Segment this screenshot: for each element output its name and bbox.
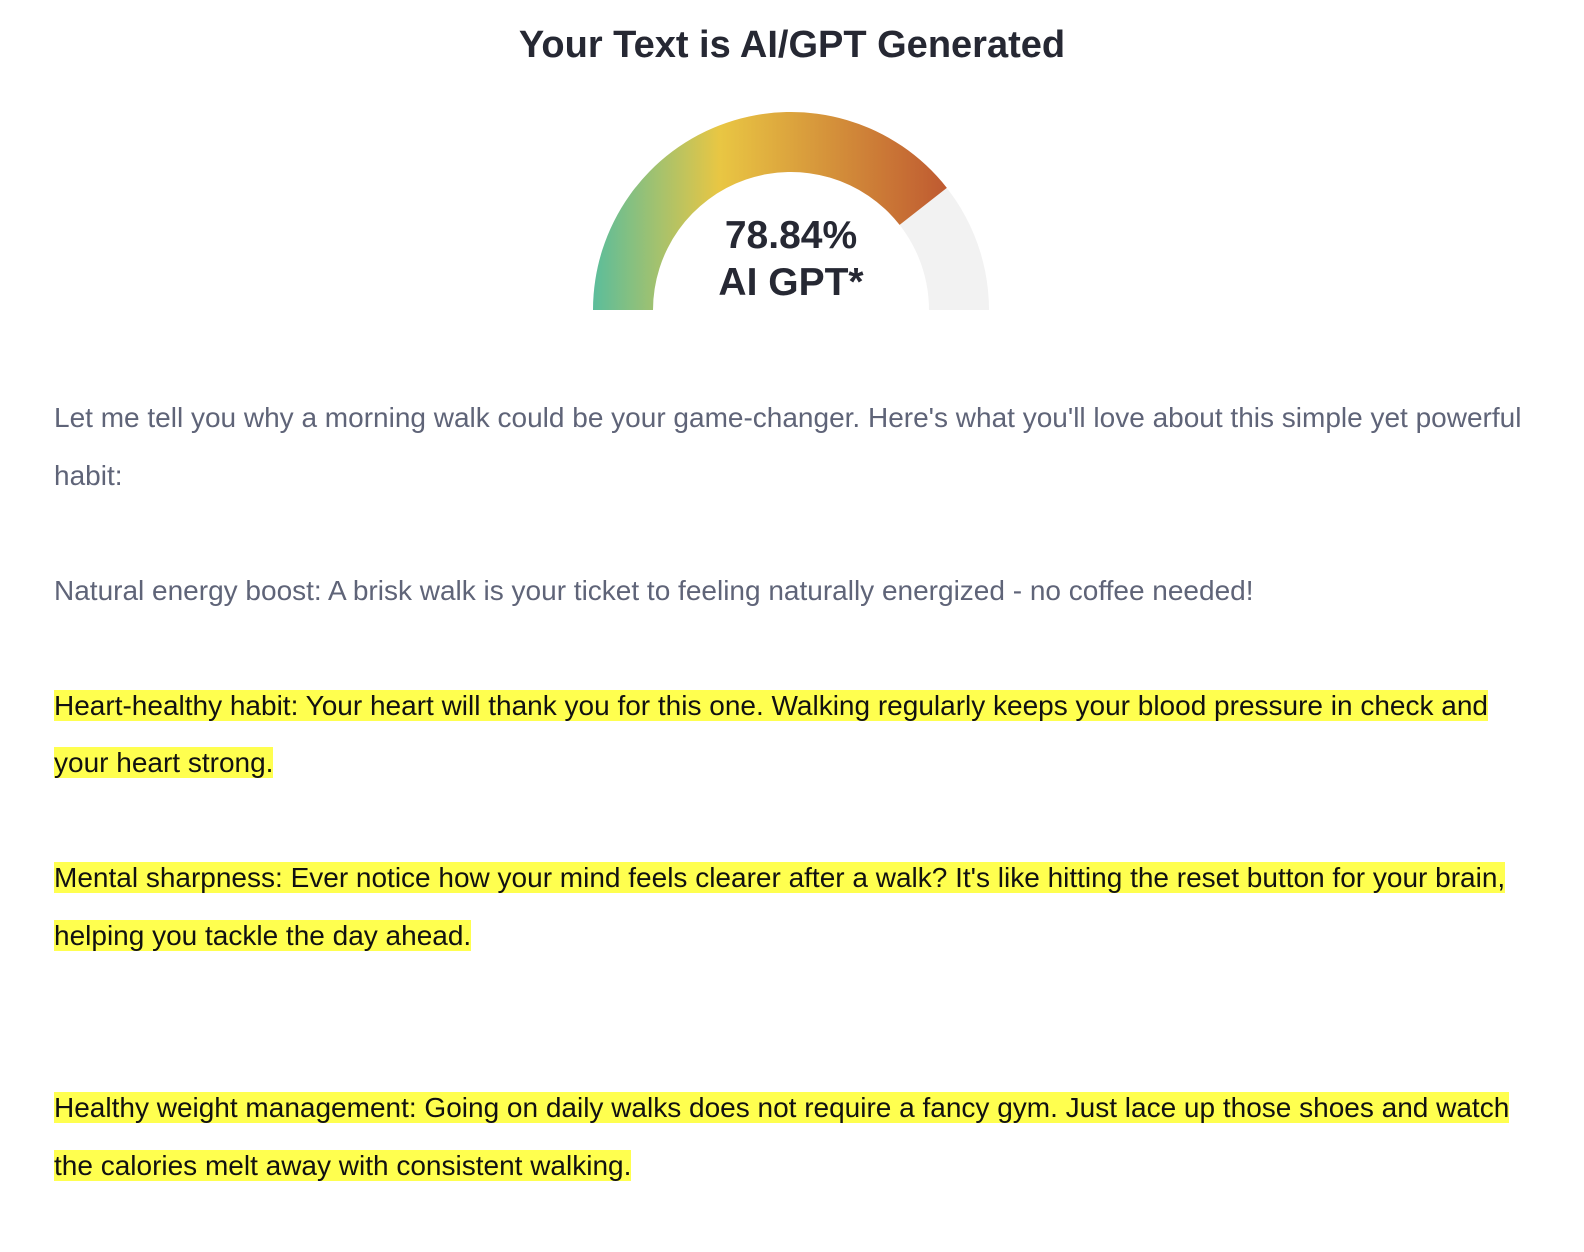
ai-highlighted-sentence: Healthy weight management: Going on dail… (54, 1092, 1066, 1123)
gauge-label: AI GPT* (718, 261, 864, 304)
gauge-percent: 78.84% (724, 214, 858, 257)
sentence: Let me tell you why a morning walk could… (54, 402, 1522, 491)
ai-highlighted-sentence: Heart-healthy habit: Your heart will tha… (54, 689, 772, 721)
text-paragraph: Natural energy boost: A brisk walk is yo… (54, 562, 1544, 620)
result-title: Your Text is AI/GPT Generated (518, 24, 1066, 66)
gauge-fill (593, 111, 947, 310)
sentence: Natural energy boost: A brisk walk is yo… (54, 574, 1254, 606)
gauge-readout: 78.84% AI GPT* (641, 212, 941, 306)
text-paragraph: Mental sharpness: Ever notice how your m… (54, 849, 1544, 964)
ai-highlighted-sentence: Mental sharpness: Ever notice how your m… (54, 862, 956, 893)
text-paragraph: Heart-healthy habit: Your heart will tha… (54, 677, 1544, 792)
text-paragraph: Healthy weight management: Going on dail… (54, 1079, 1544, 1194)
ai-score-gauge (593, 111, 989, 310)
analyzed-text: Let me tell you why a morning walk could… (54, 389, 1544, 1252)
text-paragraph: Let me tell you why a morning walk could… (54, 389, 1544, 504)
